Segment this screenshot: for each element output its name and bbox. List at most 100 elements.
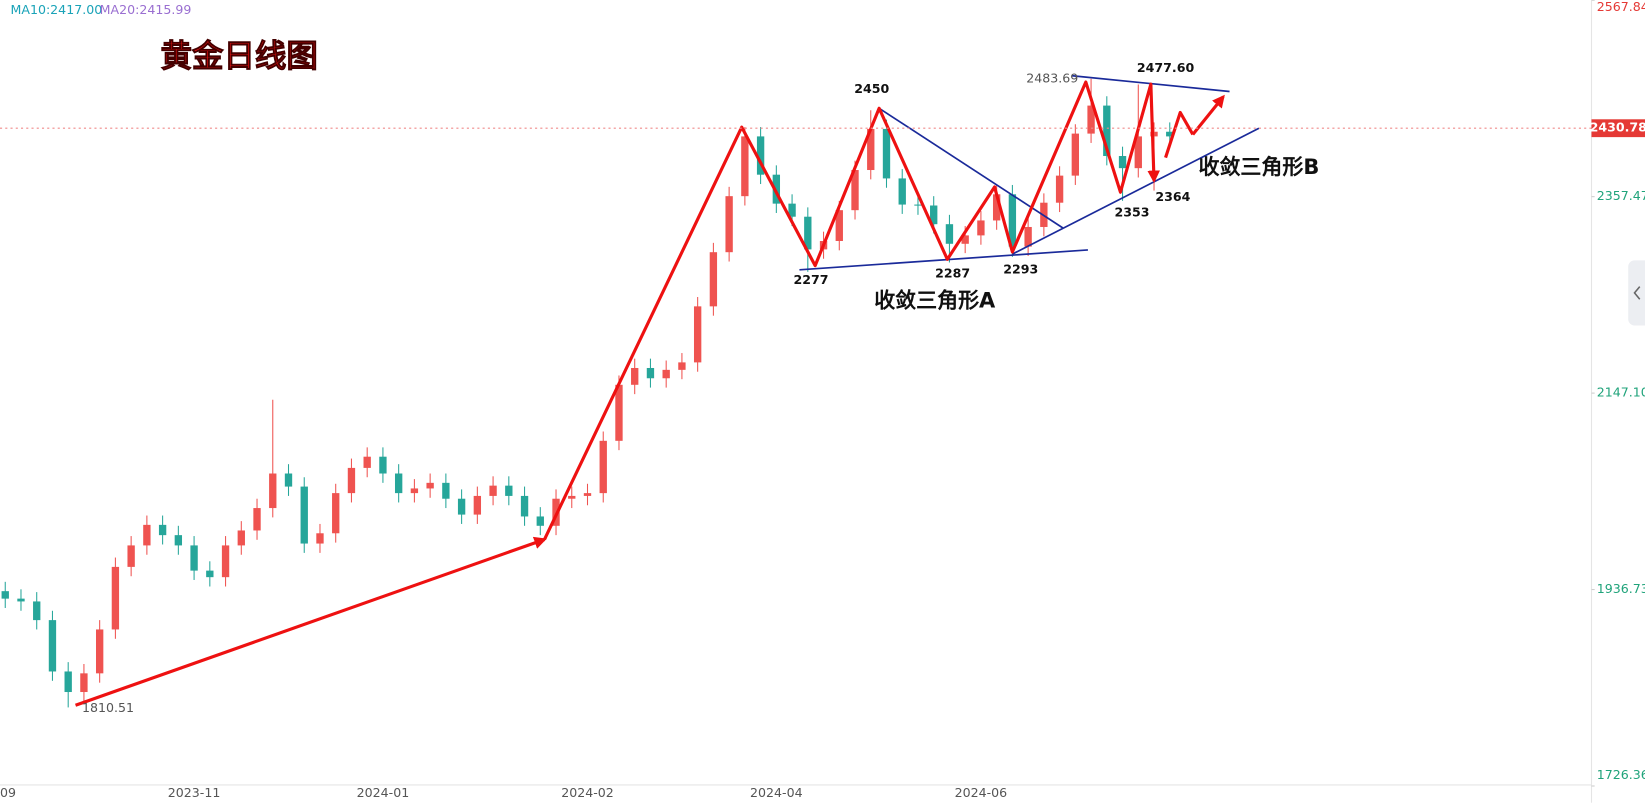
candle-body (111, 566, 120, 630)
candle-body (741, 136, 749, 197)
candle-body (190, 545, 198, 571)
candle-body (788, 203, 796, 217)
x-tick-label: 09 (0, 785, 16, 800)
candle-body (426, 482, 434, 489)
candle-body (127, 545, 135, 567)
candle-body (143, 524, 151, 546)
candle-body (662, 369, 670, 379)
candle-body (945, 224, 954, 244)
y-tick-label: 1936.73 (1597, 581, 1645, 596)
candle-body (221, 545, 230, 578)
candle-body (489, 485, 497, 496)
candle-body (1134, 136, 1142, 169)
candle-body (300, 486, 308, 544)
candle-body (237, 530, 245, 546)
annotation: 2293 (1003, 261, 1038, 276)
x-tick-label: 2024-04 (750, 785, 803, 800)
candle-body (568, 495, 576, 499)
annotation: 2353 (1114, 205, 1149, 220)
candle-body (48, 620, 57, 672)
candle-body (646, 367, 655, 379)
candle-body (158, 524, 167, 536)
ma-label: MA10:2417.00 (10, 2, 102, 17)
candle-body (1024, 226, 1032, 247)
candle-body (1008, 194, 1017, 247)
chart-title: 黄金日线图 (161, 37, 318, 74)
candle-body (678, 362, 686, 370)
annotation: 收敛三角形B (1199, 155, 1320, 179)
candle-body (379, 456, 387, 474)
candle-body (473, 495, 482, 515)
current-price-tag (1591, 119, 1645, 138)
candle-body (284, 473, 293, 487)
candle-body (17, 598, 25, 602)
candle-body (898, 178, 906, 205)
candle-body (914, 204, 922, 206)
annotation: 收敛三角形A (874, 288, 996, 312)
candle-body (64, 671, 72, 693)
candle-body (33, 601, 41, 621)
annotation: 1810.51 (82, 700, 134, 715)
y-tick-label: 2147.10 (1597, 385, 1645, 400)
candle-body (363, 456, 371, 468)
candle-body (977, 220, 985, 236)
candle-body (583, 493, 592, 496)
candle-body (1103, 105, 1111, 157)
candle-body (835, 210, 843, 241)
candle-body (1, 591, 9, 599)
y-tick-label: 2357.47 (1597, 188, 1645, 203)
current-price-label: 2430.78 (1590, 120, 1645, 135)
candle-body (615, 384, 623, 441)
candle-body (1087, 105, 1095, 134)
candle-body (536, 516, 544, 526)
candle-body (725, 196, 733, 253)
candle-body (867, 128, 875, 171)
candle-body (930, 205, 938, 225)
candle-body (269, 473, 277, 509)
annotation: 2364 (1155, 189, 1190, 204)
ma-label: MA20:2415.99 (100, 2, 192, 17)
candle-body (693, 306, 702, 363)
side-tab-icon (1633, 286, 1641, 300)
x-tick-label: 2024-01 (357, 785, 410, 800)
candle-body (756, 136, 765, 175)
x-tick-label: 2024-02 (561, 785, 614, 800)
annotation: 2277 (793, 272, 828, 287)
candle-body (882, 128, 891, 179)
candle-body (709, 252, 718, 307)
side-tab[interactable] (1628, 260, 1645, 326)
candle-body (206, 570, 214, 578)
candle-body (316, 533, 324, 544)
candle-body (851, 170, 859, 211)
annotation: 2450 (854, 81, 889, 96)
candle-body (631, 367, 639, 385)
candle-body (804, 216, 812, 250)
y-tick-label: 2567.84 (1597, 0, 1645, 14)
candle-body (520, 495, 529, 517)
y-tick-label: 1726.36 (1597, 767, 1645, 782)
candle-body (80, 673, 88, 693)
candle-body (1166, 131, 1174, 137)
candle-body (347, 467, 356, 494)
x-tick-label: 2023-11 (168, 785, 221, 800)
candle-body (992, 194, 1001, 221)
annotation: 2287 (935, 266, 970, 281)
candle-body (394, 473, 403, 494)
annotation: 2483.69 (1026, 70, 1078, 85)
candle-body (253, 508, 261, 531)
candle-body (442, 482, 450, 499)
candle-body (332, 493, 340, 534)
candle-body (1071, 133, 1080, 176)
annotation: 2477.60 (1137, 60, 1195, 75)
candle-body (1118, 156, 1127, 169)
candle-body (410, 488, 419, 494)
candle-body (961, 235, 969, 244)
candle-body (95, 629, 104, 674)
candle-body (457, 498, 466, 515)
wave-arrows (75, 80, 1225, 707)
candles (1, 78, 1174, 708)
candle-body (1055, 175, 1064, 203)
